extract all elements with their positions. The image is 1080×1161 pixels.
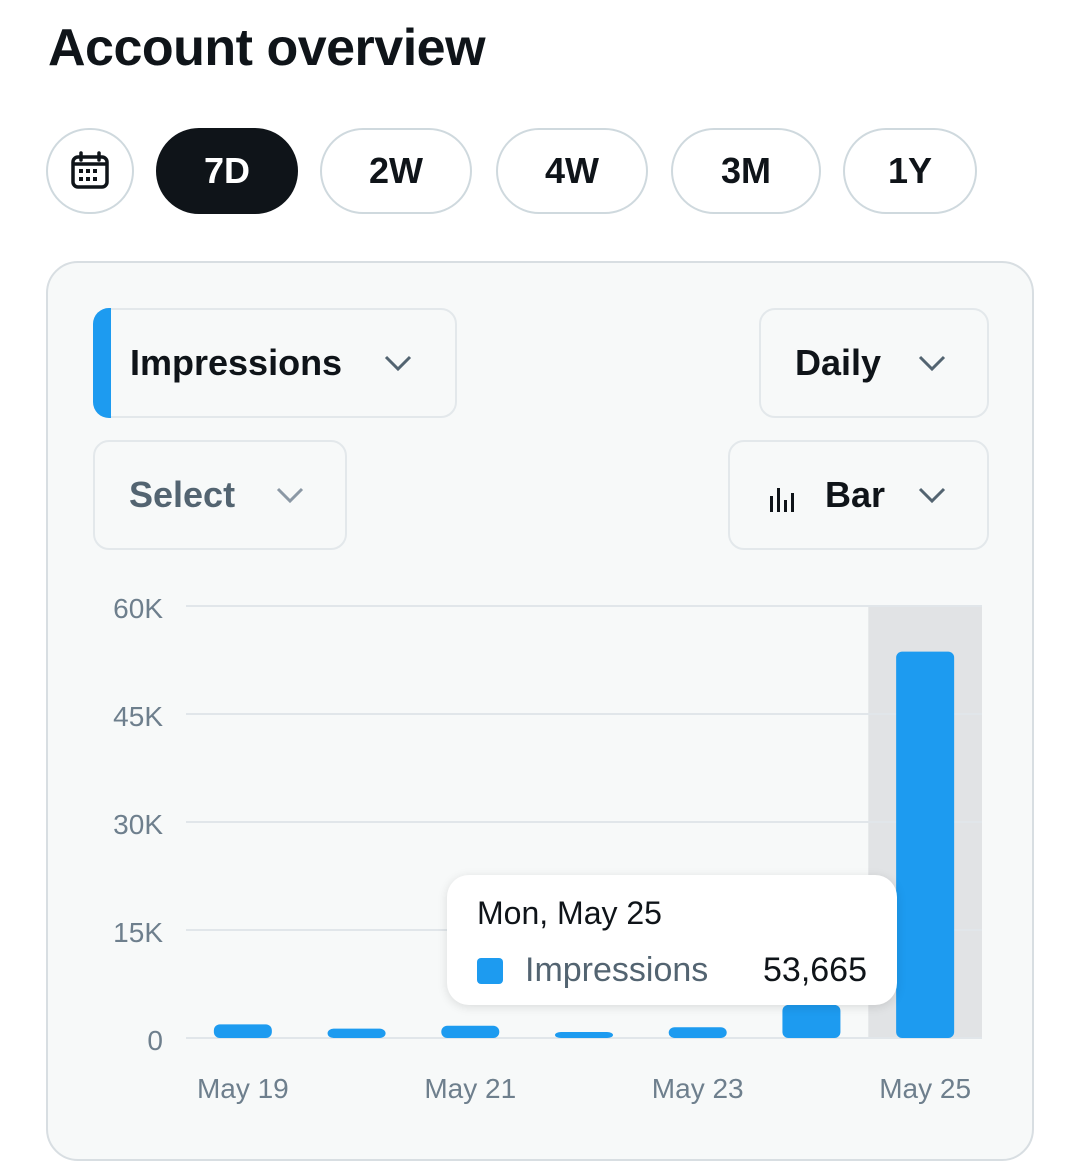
metric-dropdown-label: Impressions (130, 342, 343, 383)
chevron-down-icon (276, 487, 304, 504)
chart-type-dropdown-label: Bar (825, 474, 886, 515)
metric-color-indicator (93, 308, 111, 418)
bar-may-24 (782, 1004, 841, 1038)
calendar-icon (71, 151, 109, 189)
bar-may-19 (213, 1024, 272, 1038)
y-tick-label: 45K (113, 701, 163, 732)
compare-dropdown-label: Select (129, 474, 236, 515)
x-tick-label: May 19 (197, 1073, 289, 1104)
bar-chart-icon (770, 488, 794, 512)
y-tick-label: 15K (113, 917, 163, 948)
chevron-down-icon (384, 355, 412, 372)
x-tick-label: May 25 (879, 1073, 971, 1104)
x-tick-label: May 23 (652, 1073, 744, 1104)
range-tab-2w[interactable]: 2W (320, 128, 472, 214)
chart-type-dropdown[interactable]: Bar (728, 440, 989, 550)
chart-tooltip: Mon, May 25 Impressions 53,665 (447, 875, 897, 1005)
bar-may-22 (555, 1032, 613, 1038)
range-tab-1y[interactable]: 1Y (843, 128, 977, 214)
bar-may-20 (327, 1028, 386, 1038)
x-tick-label: May 21 (424, 1073, 516, 1104)
chevron-down-icon (918, 487, 946, 504)
range-tab-7d[interactable]: 7D (156, 128, 298, 214)
tooltip-value: 53,665 (763, 951, 867, 989)
y-tick-label: 0 (147, 1025, 163, 1056)
y-tick-label: 30K (113, 809, 163, 840)
y-tick-label: 60K (113, 593, 163, 624)
tooltip-date: Mon, May 25 (477, 895, 662, 931)
chevron-down-icon (918, 355, 946, 372)
range-tab-3m[interactable]: 3M (671, 128, 821, 214)
interval-dropdown[interactable]: Daily (759, 308, 989, 418)
tooltip-series-swatch (477, 958, 503, 984)
bar-may-21 (441, 1025, 500, 1038)
tooltip-series-label: Impressions (525, 951, 709, 989)
metric-dropdown[interactable]: Impressions (93, 308, 457, 418)
range-tab-4w[interactable]: 4W (496, 128, 648, 214)
calendar-button[interactable] (46, 128, 134, 214)
compare-dropdown[interactable]: Select (93, 440, 347, 550)
interval-dropdown-label: Daily (795, 342, 882, 383)
page-title: Account overview (48, 19, 486, 77)
bar-may-23 (668, 1027, 727, 1038)
bar-may-25 (896, 651, 955, 1038)
